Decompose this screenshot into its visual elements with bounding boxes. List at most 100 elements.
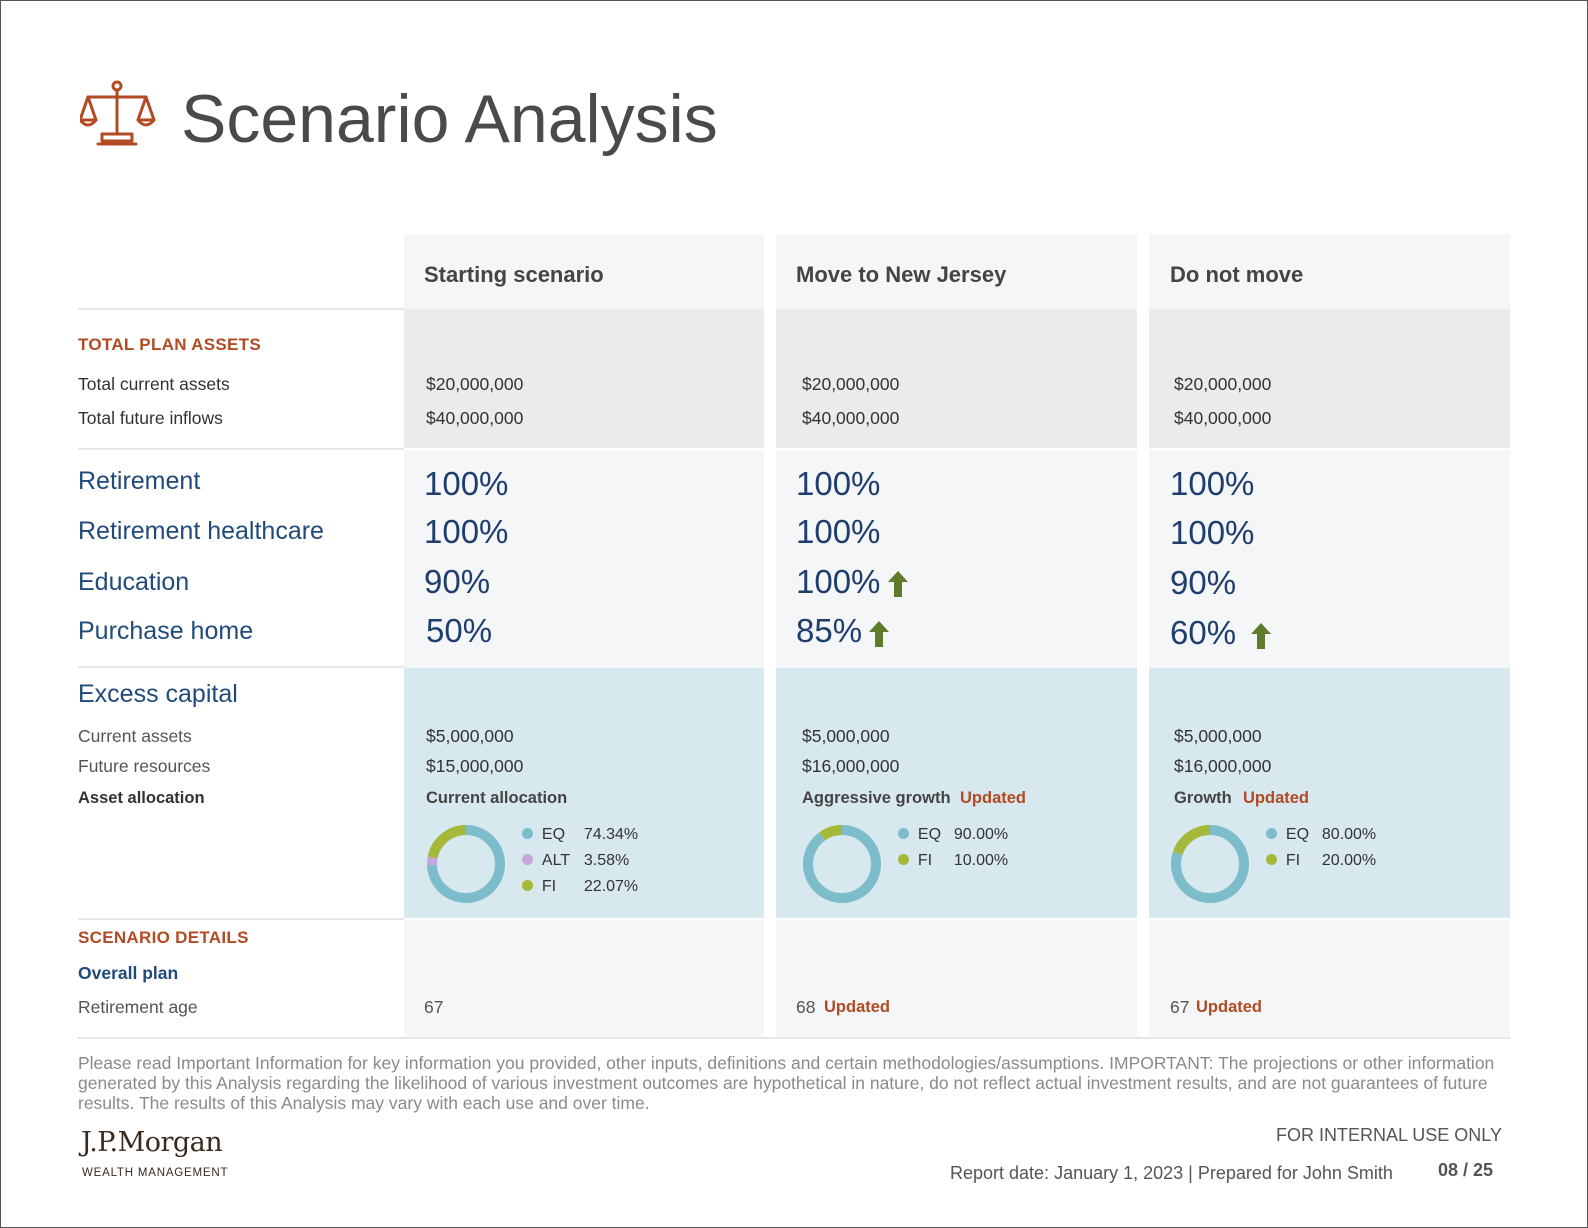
- legend-dot: [898, 854, 909, 865]
- allocation-legend: EQ 74.34% ALT 3.58% FI 22.07%: [522, 826, 638, 904]
- legend-dot: [898, 828, 909, 839]
- goal-value: 50%: [426, 612, 493, 649]
- goal-label-education: Education: [78, 568, 190, 596]
- allocation-donut: [1171, 825, 1249, 903]
- divider: [78, 1037, 1510, 1039]
- legend-value: 90.00%: [953, 826, 1009, 843]
- column-header-bg: [404, 234, 764, 309]
- value-cell: $40,000,000: [1174, 408, 1272, 428]
- row-label-current-assets: Current assets: [78, 726, 192, 746]
- legend-value: 22.07%: [583, 878, 639, 895]
- assets-band: [404, 309, 764, 448]
- allocation-name: Current allocation: [426, 789, 568, 807]
- value-cell: $16,000,000: [1174, 756, 1272, 776]
- page-title: Scenario Analysis: [181, 81, 718, 157]
- subsection-overall-plan: Overall plan: [78, 963, 179, 983]
- legend-value: 20.00%: [1321, 852, 1377, 869]
- updated-badge: Updated: [960, 789, 1026, 807]
- donut-slice-fi: [803, 825, 881, 903]
- internal-use-label: FOR INTERNAL USE ONLY: [1275, 1125, 1502, 1145]
- allocation-donut: [803, 825, 881, 903]
- legend-label: FI: [541, 878, 557, 895]
- column-header-bg: [1149, 234, 1510, 309]
- goal-value: 60%: [1170, 614, 1237, 651]
- divider: [78, 308, 404, 310]
- assets-band: [776, 309, 1137, 448]
- goal-value: 100%: [424, 465, 509, 502]
- allocation-donut: [427, 825, 505, 903]
- value-cell: $5,000,000: [802, 726, 890, 746]
- assets-band: [1149, 309, 1510, 448]
- legend-dot: [522, 854, 533, 865]
- section-excess-capital: Excess capital: [78, 680, 238, 708]
- legend-label: ALT: [541, 852, 571, 869]
- value-cell: 67: [424, 997, 444, 1017]
- value-cell: $5,000,000: [426, 726, 514, 746]
- allocation-legend: EQ 90.00% FI 10.00%: [898, 826, 1008, 878]
- donut-slice-fi: [427, 825, 505, 903]
- value-cell: $15,000,000: [426, 756, 524, 776]
- goal-value: 100%: [796, 465, 881, 502]
- divider: [78, 918, 404, 920]
- row-label-retirement-age: Retirement age: [78, 997, 198, 1017]
- donut-slice-alt: [427, 825, 505, 903]
- details-band: [404, 920, 764, 1038]
- column-header-bg: [776, 234, 1137, 309]
- goals-band: [1149, 450, 1510, 668]
- column-title: Do not move: [1170, 262, 1304, 287]
- goal-value: 100%: [796, 563, 881, 600]
- legend-label: FI: [1285, 852, 1301, 869]
- goal-value: 90%: [424, 563, 491, 600]
- details-band: [776, 920, 1137, 1038]
- row-label-asset-allocation: Asset allocation: [78, 789, 205, 807]
- donut-slice-eq: [803, 825, 881, 903]
- donut-slice-fi: [1171, 825, 1249, 903]
- column-title: Move to New Jersey: [796, 262, 1007, 287]
- legend-label: EQ: [541, 826, 566, 843]
- value-cell: 67: [1170, 997, 1190, 1017]
- arrow-up-icon: [1251, 623, 1271, 649]
- value-cell: $20,000,000: [1174, 374, 1272, 394]
- excess-band: [1149, 668, 1510, 918]
- legend-dot: [522, 828, 533, 839]
- row-label-total-current-assets: Total current assets: [78, 374, 230, 394]
- goal-value: 90%: [1170, 564, 1237, 601]
- allocation-legend: EQ 80.00% FI 20.00%: [1266, 826, 1376, 878]
- column-title: Starting scenario: [424, 262, 604, 287]
- brand-subtitle: WEALTH MANAGEMENT: [82, 1167, 229, 1179]
- legend-value: 80.00%: [1321, 826, 1377, 843]
- brand-logo: J.P.Morgan: [81, 1127, 223, 1158]
- updated-badge: Updated: [1196, 998, 1262, 1016]
- value-cell: 68: [796, 997, 816, 1017]
- goal-label-purchase-home: Purchase home: [78, 617, 254, 645]
- legend-value: 10.00%: [953, 852, 1009, 869]
- scales-icon: [80, 80, 156, 146]
- excess-band: [776, 668, 1137, 918]
- value-cell: $40,000,000: [426, 408, 524, 428]
- arrow-up-icon: [888, 571, 908, 597]
- legend-label: FI: [917, 852, 933, 869]
- legend-dot: [1266, 854, 1277, 865]
- disclaimer: Please read Important Information for ke…: [78, 1053, 1495, 1113]
- legend-value: 3.58%: [583, 852, 630, 869]
- legend-dot: [1266, 828, 1277, 839]
- goal-value: 100%: [424, 513, 509, 550]
- updated-badge: Updated: [1243, 789, 1309, 807]
- value-cell: $20,000,000: [426, 374, 524, 394]
- goals-band: [776, 450, 1137, 668]
- row-label-future-resources: Future resources: [78, 756, 211, 776]
- details-band: [1149, 920, 1510, 1038]
- value-cell: $20,000,000: [802, 374, 900, 394]
- divider: [78, 448, 404, 450]
- goal-value: 100%: [796, 513, 881, 550]
- report-info: Report date: January 1, 2023 | Prepared …: [950, 1163, 1393, 1183]
- value-cell: $16,000,000: [802, 756, 900, 776]
- goal-label-retirement: Retirement: [78, 467, 201, 495]
- allocation-name: Aggressive growth: [802, 789, 951, 807]
- goal-value: 100%: [1170, 514, 1255, 551]
- page-number: 08 / 25: [1438, 1160, 1494, 1180]
- section-scenario-details: SCENARIO DETAILS: [78, 928, 249, 947]
- legend-label: EQ: [917, 826, 942, 843]
- value-cell: $5,000,000: [1174, 726, 1262, 746]
- allocation-name: Growth: [1174, 789, 1232, 807]
